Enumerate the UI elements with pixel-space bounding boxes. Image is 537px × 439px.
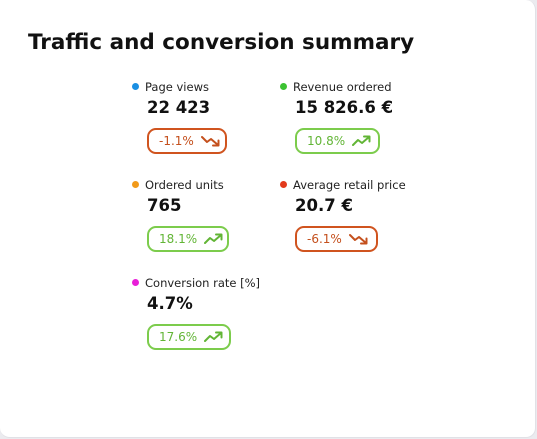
metric-label: Revenue ordered (293, 80, 392, 94)
metric-change-badge: 18.1% (147, 226, 229, 252)
metric-change: 18.1% (159, 232, 198, 246)
metric-change-badge: 10.8% (295, 128, 380, 154)
metric-dot (132, 279, 139, 286)
metric-change-badge: 17.6% (147, 324, 231, 350)
metric-dot (132, 83, 139, 90)
metric-value: 20.7 € (295, 196, 353, 215)
trend-up-icon (352, 135, 372, 147)
trend-down-icon (348, 233, 369, 245)
metric-change-badge: -6.1% (295, 226, 378, 252)
metric-dot (132, 181, 139, 188)
metric-label: Conversion rate [%] (145, 276, 261, 290)
metric-value: 15 826.6 € (295, 98, 394, 117)
metric-change-badge: -1.1% (147, 128, 227, 154)
card-title: Traffic and conversion summary (28, 30, 415, 55)
metric-label: Average retail price (293, 178, 406, 192)
metric-label: Page views (145, 80, 209, 94)
metric-change: -1.1% (159, 134, 194, 148)
trend-down-icon (200, 135, 221, 147)
metric-value: 765 (147, 196, 182, 215)
metric-change: 17.6% (159, 330, 198, 344)
metric-value: 4.7% (147, 294, 193, 313)
metric-dot (280, 83, 287, 90)
metric-dot (280, 181, 287, 188)
metric-change: 10.8% (307, 134, 346, 148)
trend-up-icon (204, 233, 224, 245)
metric-value: 22 423 (147, 98, 211, 117)
metric-label: Ordered units (145, 178, 224, 192)
metric-change: -6.1% (307, 232, 342, 246)
trend-up-icon (204, 331, 224, 343)
